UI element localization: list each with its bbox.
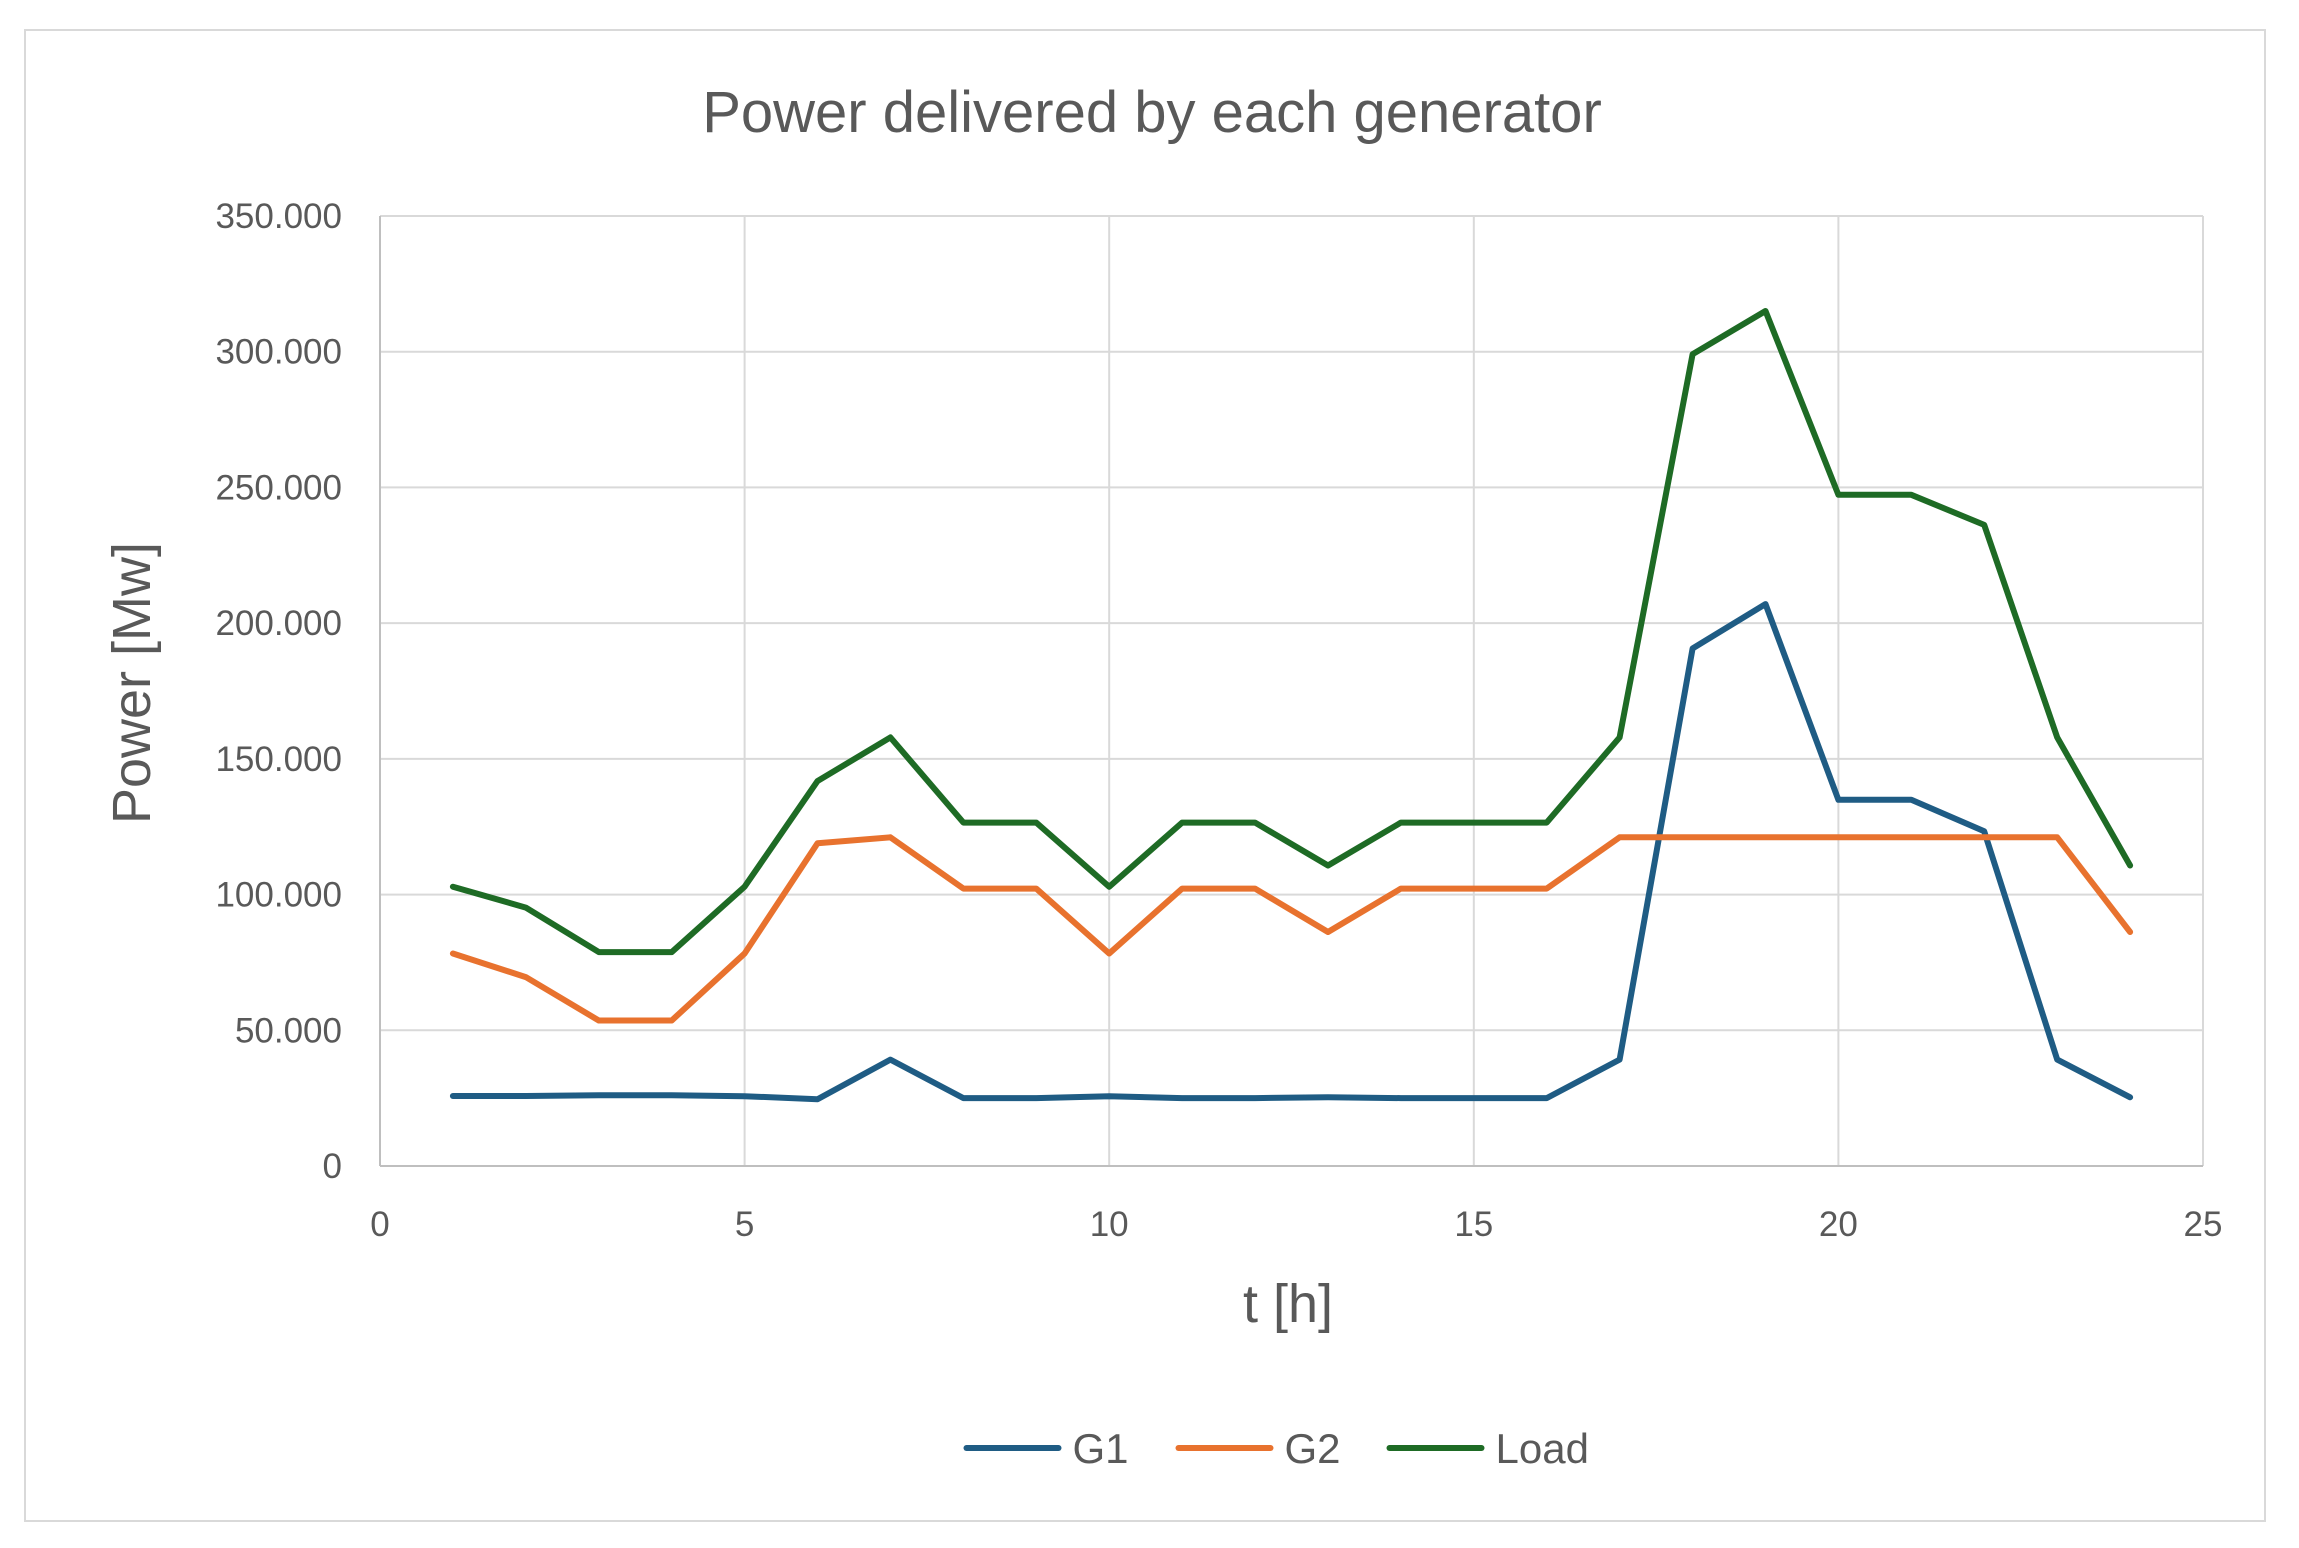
legend-label: G2 xyxy=(1285,1425,1341,1472)
y-tick-label: 300.000 xyxy=(215,333,342,372)
x-tick-label: 25 xyxy=(2184,1205,2223,1244)
legend-item-load: Load xyxy=(1386,1425,1589,1472)
y-tick-label: 200.000 xyxy=(215,604,342,643)
x-tick-label: 0 xyxy=(370,1205,389,1244)
y-tick-label: 250.000 xyxy=(215,468,342,507)
y-tick-label: 0 xyxy=(323,1147,342,1186)
legend-label: Load xyxy=(1496,1425,1589,1472)
y-tick-label: 50.000 xyxy=(235,1011,342,1050)
x-tick-label: 5 xyxy=(735,1205,754,1244)
legend-item-g2: G2 xyxy=(1175,1425,1341,1472)
x-tick-label: 15 xyxy=(1454,1205,1493,1244)
series-line-load xyxy=(449,308,2134,956)
x-tick-label: 20 xyxy=(1819,1205,1858,1244)
y-tick-label: 150.000 xyxy=(215,740,342,779)
y-tick-label: 100.000 xyxy=(215,876,342,915)
legend-item-g1: G1 xyxy=(963,1425,1129,1472)
legend-label: G1 xyxy=(1073,1425,1129,1472)
x-tick-label: 10 xyxy=(1090,1205,1129,1244)
series-line-g1 xyxy=(449,601,2134,1103)
axes: 0 50.000 100.000 150.000 200.000 250.000 300.0… xyxy=(215,197,2222,1244)
y-axis-title: Power [Mw] xyxy=(102,542,162,824)
gridlines xyxy=(380,215,2204,1166)
y-tick-label: 350.000 xyxy=(215,197,342,236)
series-lines xyxy=(449,308,2134,1103)
chart-title: Power delivered by each generator xyxy=(702,80,1602,145)
series-line-g2 xyxy=(449,834,2134,1024)
legend: G1 G2 Load xyxy=(963,1425,1589,1472)
chart-frame xyxy=(24,29,2266,1522)
x-axis-title: t [h] xyxy=(1243,1274,1333,1334)
